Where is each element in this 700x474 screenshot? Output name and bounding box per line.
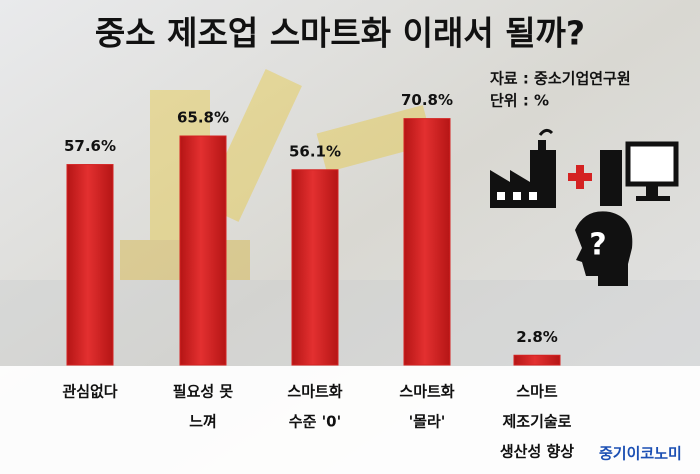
factory-icon <box>490 128 556 208</box>
background-machinery <box>0 69 700 370</box>
bar <box>291 169 339 366</box>
computer-icon <box>600 141 679 206</box>
chart-title: 중소 제조업 스마트화 이래서 될까? <box>95 14 585 53</box>
brand: 중기이코노미 <box>599 445 682 463</box>
bar <box>403 118 451 366</box>
label-band <box>0 366 700 474</box>
bar <box>513 354 561 366</box>
unit: 단위 : % <box>490 92 549 110</box>
x-tick-label: 스마트화 <box>399 383 454 401</box>
svg-text:?: ? <box>589 228 606 263</box>
bar <box>179 135 227 366</box>
question-head-icon: ? <box>575 211 633 286</box>
plus-icon <box>568 165 592 189</box>
x-tick-label: 생산성 향상 <box>500 443 574 461</box>
bar <box>66 164 114 366</box>
value-label: 56.1% <box>289 142 341 160</box>
source: 자료 : 중소기업연구원 <box>490 70 631 88</box>
value-label: 65.8% <box>177 109 229 127</box>
x-tick-label: 스마트 <box>516 383 558 401</box>
x-tick-label: 스마트화 <box>287 383 342 401</box>
x-tick-label: 수준 '0' <box>289 413 341 431</box>
value-label: 2.8% <box>516 328 558 346</box>
value-label: 70.8% <box>401 91 453 109</box>
x-tick-label: 느껴 <box>189 413 217 431</box>
x-tick-label: 관심없다 <box>62 383 117 401</box>
x-tick-label: '몰라' <box>409 413 446 431</box>
x-tick-label: 제조기술로 <box>502 413 571 431</box>
value-label: 57.6% <box>64 137 116 155</box>
x-tick-label: 필요성 못 <box>173 383 234 401</box>
